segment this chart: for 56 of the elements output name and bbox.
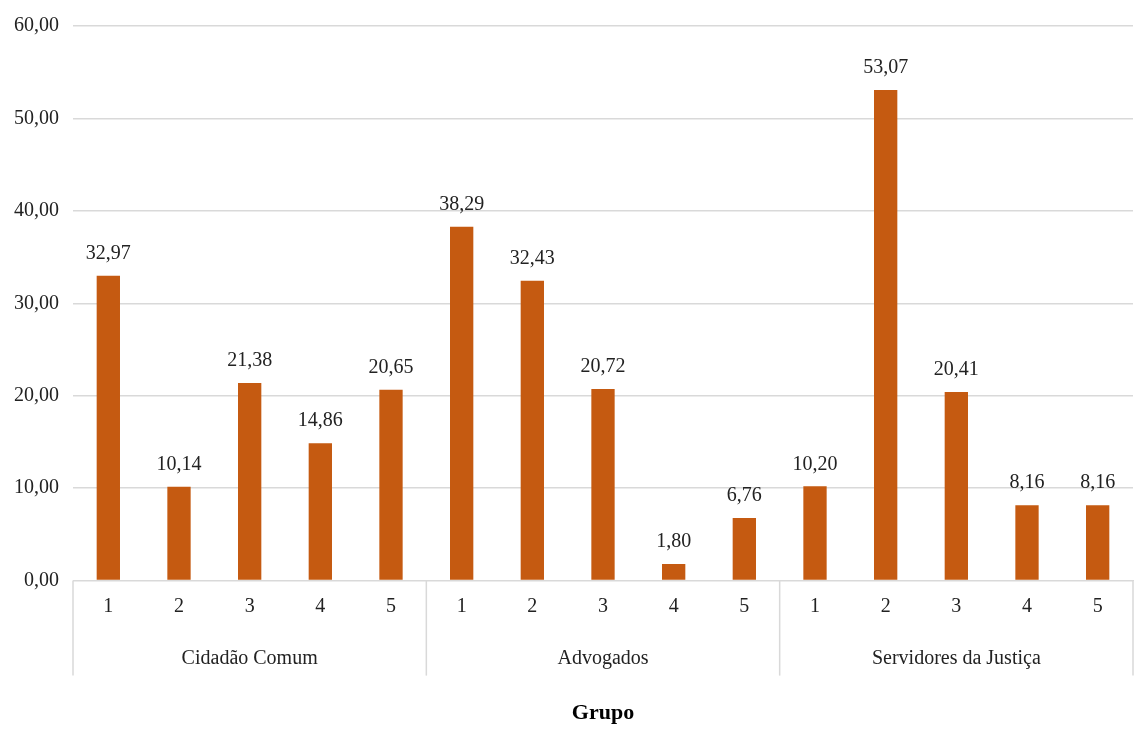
bar [1086,505,1110,580]
x-tick-label: 1 [456,593,467,616]
y-tick-label: 60,00 [14,13,59,36]
data-label: 32,97 [85,241,131,264]
data-label: 38,29 [439,191,485,214]
text: Cidadão Comum [181,645,319,668]
x-tick-label: 5 [386,593,396,616]
bar [379,389,403,580]
bar [238,382,262,580]
data-label: 10,14 [156,452,202,475]
data-label: 20,65 [368,354,414,377]
x-tick-label: 5 [739,593,750,616]
bar [1015,505,1039,580]
x-tick-label: 4 [1022,593,1032,616]
y-tick-label: 40,00 [14,198,59,221]
x-tick-label: 3 [244,593,255,616]
x-tick-label: 5 [1092,593,1103,616]
data-label: 32,43 [509,246,555,269]
bar [167,486,191,580]
bar [944,391,968,580]
bar [96,275,120,580]
bar [308,443,332,580]
data-label: 6,76 [726,483,762,506]
bar [520,280,544,580]
x-tick-label: 2 [527,593,538,616]
data-label: 53,07 [863,55,909,78]
x-tick-label: 1 [103,593,114,616]
bar [591,389,615,580]
bar [450,226,474,580]
bar [662,563,686,580]
bar [732,518,756,580]
text: Servidores da Justiça [871,645,1041,669]
text: Advogados [557,645,649,669]
x-tick-label: 4 [315,593,326,616]
x-tick-label: 2 [174,593,184,616]
data-label: 20,72 [580,354,626,377]
y-tick-label: 0,00 [24,567,59,590]
x-tick-label: 2 [880,593,891,616]
data-label: 14,86 [297,408,343,431]
y-tick-label: 10,00 [14,475,59,498]
data-label: 20,41 [933,357,979,380]
data-label: 8,16 [1009,470,1045,493]
y-tick-label: 50,00 [14,105,59,128]
x-tick-label: 3 [951,593,962,616]
y-tick-label: 30,00 [14,290,59,313]
data-label: 21,38 [227,348,273,371]
y-tick-label: 20,00 [14,382,59,405]
data-label: 8,16 [1080,470,1116,493]
bar [803,486,827,580]
data-label: 1,80 [656,529,692,552]
bar [874,90,898,580]
x-tick-label: 4 [668,593,679,616]
x-tick-label: 1 [810,593,820,616]
data-label: 10,20 [792,451,838,474]
x-tick-label: 3 [598,593,608,616]
x-axis-title: Grupo [571,699,635,725]
